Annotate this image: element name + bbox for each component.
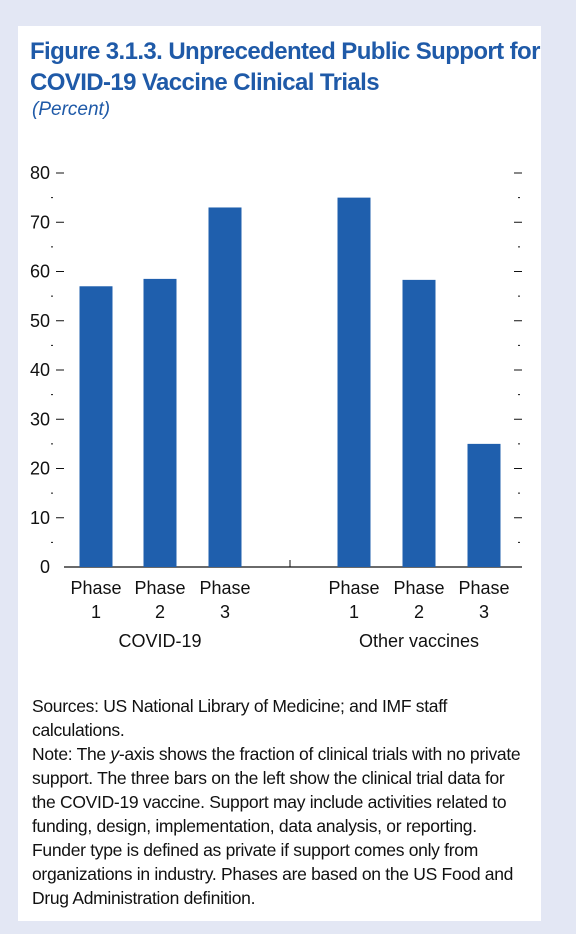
y-tick-label: 70 — [30, 212, 50, 232]
x-tick-label: 3 — [479, 602, 489, 622]
bar-covid-1 — [79, 286, 113, 567]
note-prefix: Note: The — [32, 744, 111, 764]
y-tick-label: 60 — [30, 262, 50, 282]
x-tick-label: Phase — [70, 578, 121, 598]
bar-covid-3 — [208, 207, 242, 567]
x-tick-label: 1 — [91, 602, 101, 622]
figure-notes: Sources: US National Library of Medicine… — [32, 694, 532, 910]
y-tick-label: 30 — [30, 409, 50, 429]
figure-subtitle: (Percent) — [32, 99, 111, 120]
x-tick-label: Phase — [328, 578, 379, 598]
y-tick-label: 40 — [30, 360, 50, 380]
x-tick-label: 3 — [220, 602, 230, 622]
sources-text: Sources: US National Library of Medicine… — [32, 696, 448, 740]
figure-panel: Figure 3.1.3. Unprecedented Public Suppo… — [18, 26, 541, 921]
note-body: -axis shows the fraction of clinical tri… — [32, 744, 521, 908]
figure-title: Figure 3.1.3. Unprecedented Public Suppo… — [30, 38, 540, 96]
group-label: COVID-19 — [118, 631, 201, 651]
y-tick-label: 80 — [30, 163, 50, 183]
x-tick-label: Phase — [458, 578, 509, 598]
note-text: Note: The y-axis shows the fraction of c… — [32, 742, 532, 910]
bar-other-1 — [337, 197, 371, 567]
y-tick-label: 50 — [30, 311, 50, 331]
x-tick-label: 2 — [414, 602, 424, 622]
group-label: Other vaccines — [359, 631, 479, 651]
bar-chart: 0 10 20 30 40 50 60 70 80 Phase 1 Phase 2 Phase 3 COVID… — [30, 163, 522, 651]
x-tick-label: Phase — [393, 578, 444, 598]
x-tick-label: Phase — [134, 578, 185, 598]
note-axis-letter: y — [110, 744, 119, 764]
bar-covid-2 — [143, 278, 177, 567]
bar-other-2 — [402, 279, 436, 567]
y-tick-label: 20 — [30, 459, 50, 479]
y-tick-label: 0 — [40, 557, 50, 577]
bar-other-3 — [467, 443, 501, 567]
y-tick-label: 10 — [30, 508, 50, 528]
x-tick-label: Phase — [199, 578, 250, 598]
x-tick-label: 1 — [349, 602, 359, 622]
x-tick-label: 2 — [155, 602, 165, 622]
